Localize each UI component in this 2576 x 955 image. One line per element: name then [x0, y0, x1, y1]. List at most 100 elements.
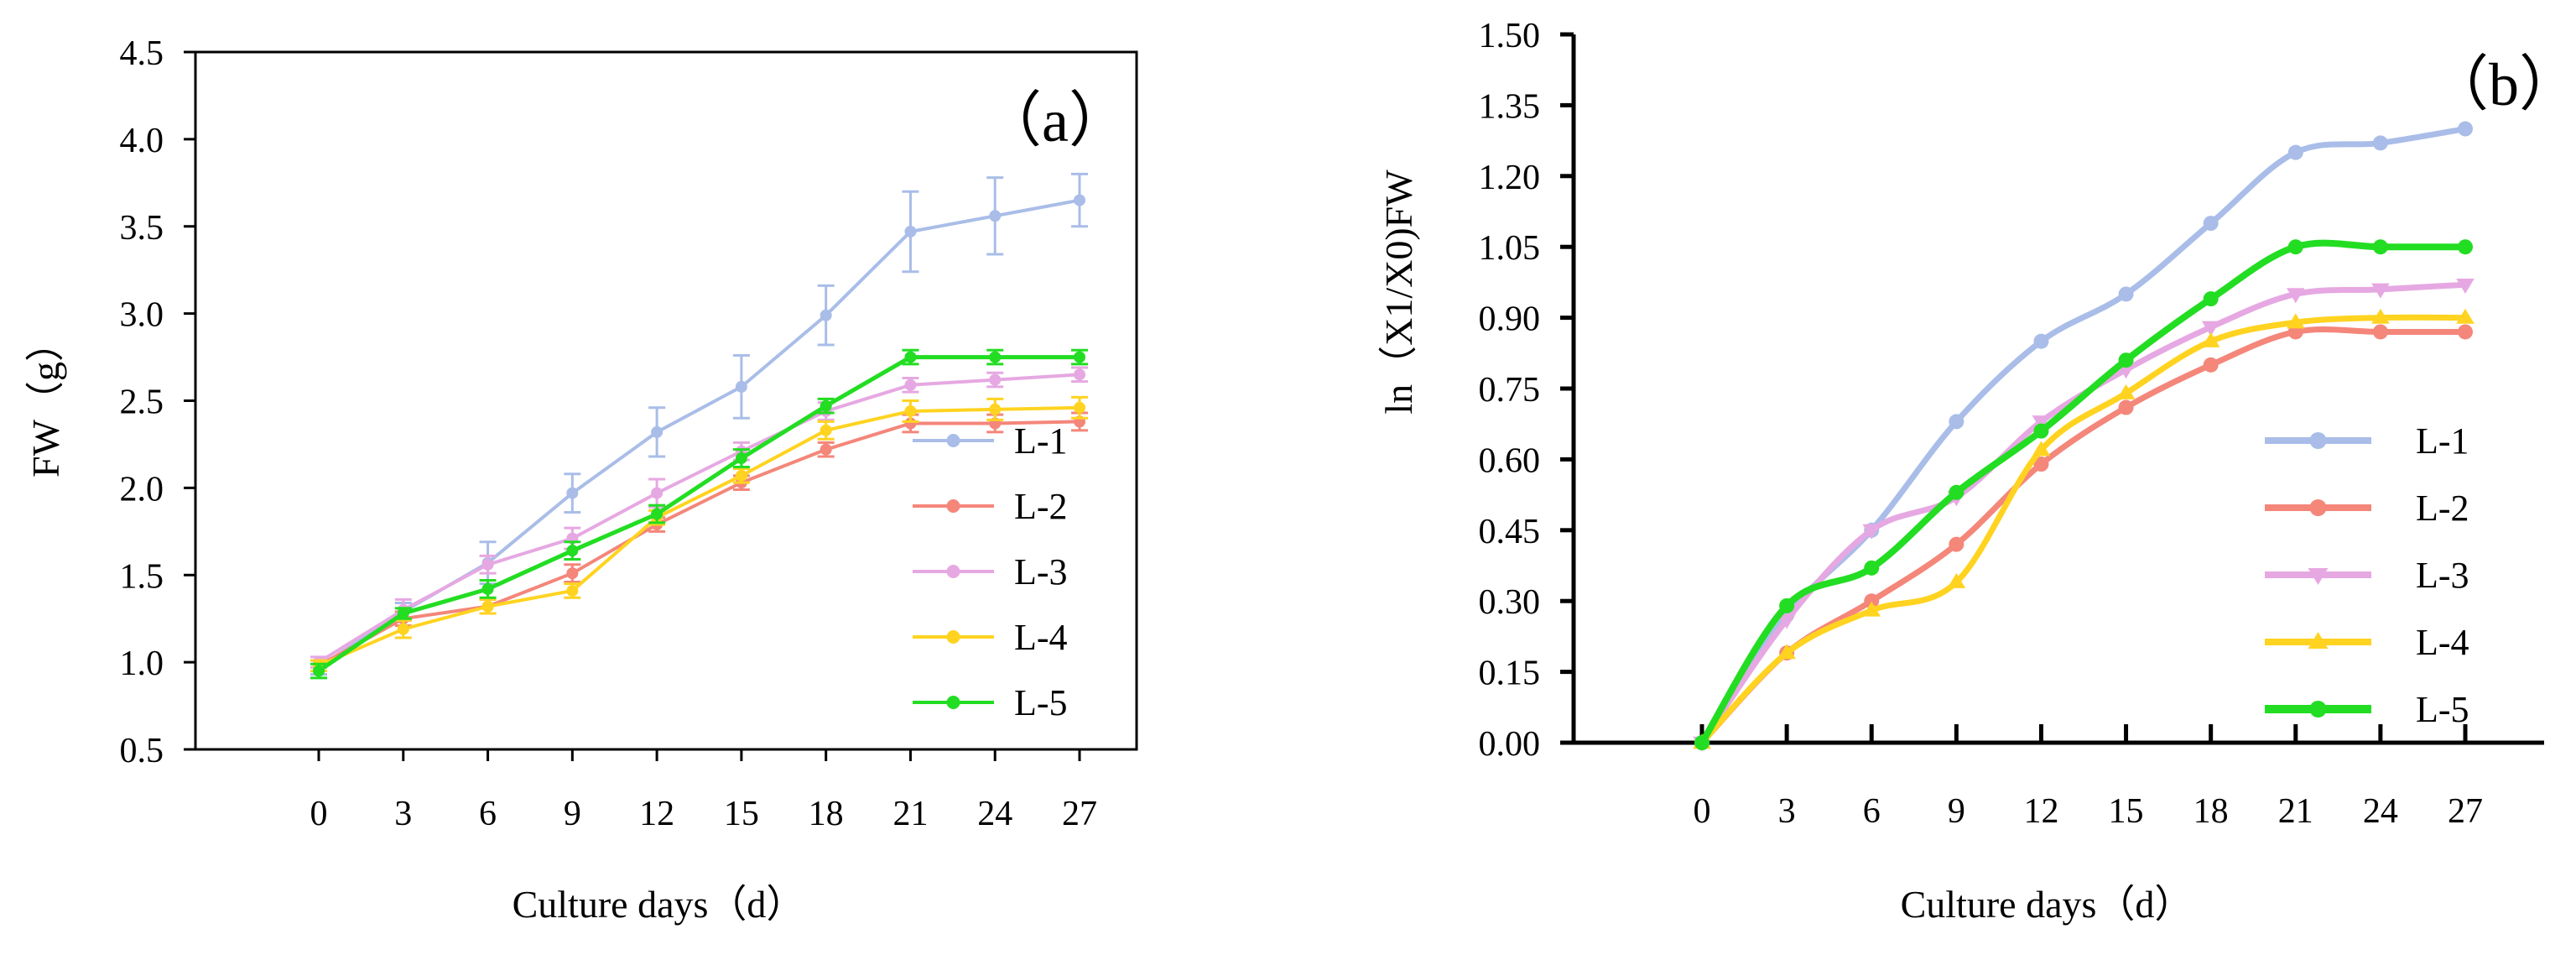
x-tick-label: 0	[1694, 792, 1711, 831]
series-l-5	[1694, 239, 2473, 750]
legend-label: L-3	[2416, 555, 2469, 596]
data-point	[1074, 194, 1085, 206]
data-point	[1074, 368, 1085, 381]
data-point	[1779, 598, 1795, 613]
data-point	[566, 487, 579, 499]
y-tick-label: 1.50	[1479, 17, 1541, 55]
data-point	[2286, 288, 2305, 304]
legend-label: L-2	[2416, 488, 2469, 529]
data-point	[735, 380, 747, 393]
data-point	[820, 443, 832, 456]
legend-marker	[946, 696, 960, 709]
data-point	[2458, 324, 2473, 340]
legend-marker	[946, 499, 960, 513]
data-point	[2116, 384, 2136, 399]
legend-label: L-3	[1014, 551, 1068, 592]
data-point	[1864, 593, 1880, 609]
y-tick-label: 3.5	[120, 209, 164, 248]
legend-marker	[2308, 568, 2329, 585]
data-point	[1949, 536, 1965, 552]
data-point	[2287, 239, 2303, 255]
data-point	[1074, 351, 1085, 363]
data-point	[651, 487, 664, 499]
x-tick-label: 3	[1778, 792, 1796, 831]
y-tick-label: 1.0	[120, 644, 164, 683]
data-point	[481, 600, 494, 613]
legend: L-1 L-2 L-3 L-4 L-5	[2265, 420, 2469, 730]
data-point	[2458, 239, 2473, 255]
series-l-4	[1693, 308, 2475, 749]
data-point	[651, 425, 664, 438]
y-tick-label: 3.0	[120, 296, 164, 335]
data-point	[2032, 441, 2051, 457]
series-l-2	[1694, 324, 2473, 750]
x-tick-label: 12	[2023, 792, 2058, 831]
data-point	[1777, 613, 1796, 629]
data-point	[2371, 283, 2390, 299]
data-point	[2372, 239, 2388, 255]
x-axis-title: Culture days（d）	[1901, 883, 2194, 926]
x-tick-label: 12	[639, 795, 674, 833]
data-point	[2118, 286, 2134, 302]
y-axis-title: FW（g）	[24, 323, 67, 478]
data-point	[2203, 291, 2219, 307]
x-tick-label: 27	[1062, 795, 1097, 833]
y-tick-label: 2.0	[120, 470, 164, 509]
legend-marker	[2308, 632, 2329, 649]
y-tick-label: 0.60	[1479, 441, 1541, 480]
series-l-5	[310, 348, 1088, 680]
y-tick-label: 4.0	[120, 122, 164, 160]
data-point	[989, 373, 1002, 386]
x-tick-label: 18	[2194, 792, 2229, 831]
data-point	[397, 623, 409, 635]
data-point	[989, 403, 1002, 415]
data-point	[2458, 121, 2473, 137]
x-tick-label: 9	[564, 795, 581, 833]
legend-label: L-4	[1014, 617, 1068, 658]
x-tick-label: 27	[2448, 792, 2483, 831]
series-l-4	[310, 395, 1088, 673]
data-point	[397, 607, 409, 619]
chart-b: 0.00 0.15 0.30 0.45 0.60 0.75 0.90 1.05 1.20 1.35…	[1377, 17, 2576, 926]
data-point	[566, 545, 579, 557]
legend-marker	[946, 434, 960, 447]
x-tick-label: 9	[1948, 792, 1965, 831]
x-tick-label: 21	[892, 795, 928, 833]
data-point	[735, 452, 747, 465]
legend-label: L-1	[1014, 420, 1068, 462]
data-point	[2033, 457, 2049, 472]
legend-marker	[2309, 432, 2327, 449]
data-point	[2201, 321, 2220, 337]
y-tick-label: 0.00	[1479, 725, 1541, 764]
legend-label: L-2	[1014, 486, 1068, 527]
data-point	[735, 469, 747, 482]
x-tick-label: 3	[394, 795, 412, 833]
data-point	[2372, 324, 2388, 340]
x-tick-label: 6	[479, 795, 497, 833]
legend-label: L-5	[1014, 682, 1068, 723]
series-l-3	[1693, 279, 2475, 752]
data-point	[904, 351, 917, 363]
data-point	[566, 584, 579, 597]
data-point	[820, 309, 832, 321]
series-line	[317, 405, 1081, 668]
data-point	[2286, 313, 2305, 329]
y-tick-label: 2.5	[120, 384, 164, 422]
data-point	[2371, 308, 2390, 324]
series-line	[317, 373, 1081, 665]
y-tick-label: 0.75	[1479, 371, 1541, 410]
y-tick-label: 1.5	[120, 557, 164, 596]
data-point	[1864, 560, 1880, 576]
panel-label: （a）	[981, 87, 1129, 154]
x-tick-label: 24	[2363, 792, 2398, 831]
y-tick-label: 1.35	[1479, 87, 1541, 126]
x-tick-label: 18	[809, 795, 844, 833]
series-line	[1699, 281, 2469, 746]
chart-a: 0.5 1.0 1.5 2.0 2.5 3.0 3.5 4.0 4.5 0 3 6 9 12 15 18 21 2…	[24, 34, 1138, 926]
series-line	[1699, 239, 2469, 746]
data-point	[820, 424, 832, 436]
data-point	[1694, 735, 1710, 750]
data-point	[1949, 484, 1965, 500]
data-point	[2118, 352, 2134, 368]
